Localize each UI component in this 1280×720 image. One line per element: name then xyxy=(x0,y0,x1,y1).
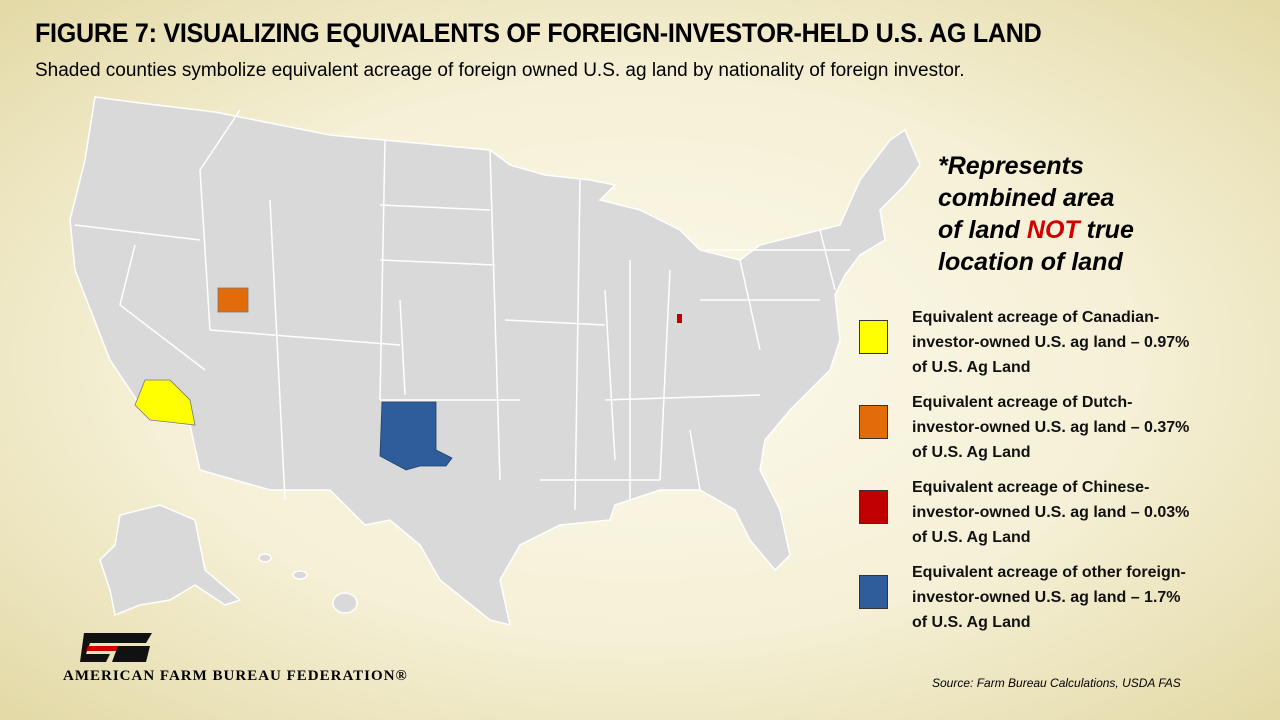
legend-label: Equivalent acreage of Dutch-investor-own… xyxy=(912,390,1189,465)
lower-48 xyxy=(69,96,921,627)
legend-label: Equivalent acreage of other foreign-inve… xyxy=(912,560,1186,635)
note-text: true xyxy=(1086,216,1134,244)
legend-label: Equivalent acreage of Chinese-investor-o… xyxy=(912,475,1189,550)
hawaii xyxy=(292,570,308,580)
legend-line: Equivalent acreage of other foreign- xyxy=(912,564,1186,581)
legend-swatch xyxy=(859,405,888,439)
legend-swatch xyxy=(859,490,888,524)
border xyxy=(74,109,850,511)
note-line: location of land xyxy=(938,248,1123,276)
subtitle: Shaded counties symbolize equivalent acr… xyxy=(35,60,965,81)
legend-swatch xyxy=(859,320,888,354)
us-map xyxy=(69,96,921,627)
legend-line: Equivalent acreage of Canadian- xyxy=(912,309,1160,326)
legend-line: Equivalent acreage of Dutch- xyxy=(912,394,1133,411)
dutch-area xyxy=(217,287,249,313)
other-area xyxy=(379,401,453,471)
legend-line: of U.S. Ag Land xyxy=(912,444,1031,461)
legend-line: of U.S. Ag Land xyxy=(912,529,1031,546)
legend-line: Equivalent acreage of Chinese- xyxy=(912,479,1150,496)
source: Source: Farm Bureau Calculations, USDA F… xyxy=(932,676,1181,690)
chinese-area xyxy=(677,314,682,323)
canadian-area xyxy=(134,379,196,426)
legend-line: of U.S. Ag Land xyxy=(912,359,1031,376)
legend-line: investor-owned U.S. ag land – 0.37% xyxy=(912,419,1190,436)
legend-label: Equivalent acreage of Canadian-investor-… xyxy=(912,305,1189,380)
title: FIGURE 7: VISUALIZING EQUIVALENTS OF FOR… xyxy=(35,18,1042,48)
note-emphasis: NOT xyxy=(1026,216,1080,244)
state-borders xyxy=(74,109,850,511)
note-line: of land NOT true xyxy=(938,214,1134,246)
logo-shape xyxy=(112,646,150,662)
note-line: combined area xyxy=(938,184,1115,212)
legend-swatch xyxy=(859,575,888,609)
note-line: *Represents xyxy=(938,152,1084,180)
alaska xyxy=(99,504,242,617)
logo-mark xyxy=(80,633,152,662)
note-text: of land xyxy=(938,216,1020,244)
note: *Represents combined area of land NOT tr… xyxy=(938,150,1134,278)
hawaii xyxy=(332,592,358,614)
legend-line: investor-owned U.S. ag land – 0.97% xyxy=(912,334,1190,351)
legend-line: of U.S. Ag Land xyxy=(912,614,1031,631)
logo-text: AMERICAN FARM BUREAU FEDERATION® xyxy=(63,668,408,684)
logo-shape xyxy=(80,633,152,662)
legend-line: investor-owned U.S. ag land – 0.03% xyxy=(912,504,1190,521)
hawaii xyxy=(258,553,272,563)
legend-line: investor-owned U.S. ag land – 1.7% xyxy=(912,589,1181,606)
